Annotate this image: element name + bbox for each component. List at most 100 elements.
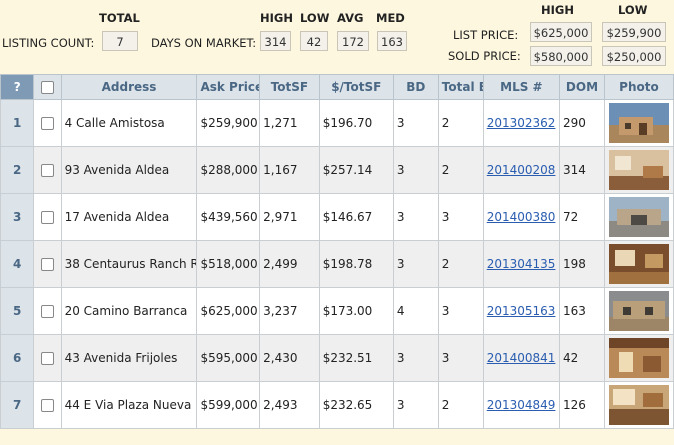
ask-price-cell: $625,000 (196, 287, 261, 335)
mls-link[interactable]: 201304135 (486, 257, 556, 271)
row-checkbox-cell[interactable] (33, 193, 62, 241)
row-checkbox-cell[interactable] (33, 240, 62, 288)
row-number: 7 (0, 381, 35, 429)
dom-column-header[interactable]: DOM (559, 74, 605, 100)
photo-cell[interactable] (603, 99, 674, 147)
mls-cell: 201400841 (482, 334, 561, 382)
price-per-sf-cell: $257.14 (318, 146, 394, 194)
photo-column-header[interactable]: Photo (603, 74, 674, 100)
row-checkbox-cell[interactable] (33, 99, 62, 147)
table-row: 6 43 Avenida Frijoles $595,000 2,430 $23… (0, 334, 674, 382)
property-photo[interactable] (608, 197, 669, 237)
photo-cell[interactable] (603, 287, 674, 335)
dom-med-header: MED (376, 11, 405, 25)
row-checkbox[interactable] (41, 117, 55, 130)
property-photo[interactable] (608, 291, 669, 331)
dom-cell: 126 (559, 381, 605, 429)
bedrooms-cell: 4 (392, 287, 439, 335)
help-column-header[interactable]: ? (0, 74, 35, 100)
row-checkbox-cell[interactable] (33, 146, 62, 194)
row-checkbox[interactable] (41, 305, 55, 318)
property-photo[interactable] (608, 385, 669, 425)
table-body: 1 4 Calle Amistosa $259,900 1,271 $196.7… (0, 99, 674, 429)
price-per-sf-cell: $196.70 (318, 99, 394, 147)
photo-cell[interactable] (603, 146, 674, 194)
row-checkbox[interactable] (41, 211, 55, 224)
total-baths-column-header[interactable]: Total B (437, 74, 484, 100)
row-number: 1 (0, 99, 35, 147)
address-cell: 43 Avenida Frijoles (60, 334, 198, 382)
row-number: 4 (0, 240, 35, 288)
sold-price-low: $250,000 (602, 46, 666, 66)
mls-link[interactable]: 201400841 (486, 351, 556, 365)
price-per-sf-cell: $232.51 (318, 334, 394, 382)
row-checkbox[interactable] (41, 399, 55, 412)
price-per-sf-cell: $146.67 (318, 193, 394, 241)
list-price-label: LIST PRICE: (453, 28, 519, 42)
list-price-low: $259,900 (602, 22, 666, 42)
dom-cell: 163 (559, 287, 605, 335)
price-per-sf-cell: $232.65 (318, 381, 394, 429)
dom-cell: 290 (559, 99, 605, 147)
mls-link[interactable]: 201400380 (486, 210, 556, 224)
bedrooms-cell: 3 (392, 240, 439, 288)
dom-cell: 198 (559, 240, 605, 288)
listing-count-label: LISTING COUNT: (2, 36, 95, 50)
row-number: 5 (0, 287, 35, 335)
table-row: 2 93 Avenida Aldea $288,000 1,167 $257.1… (0, 146, 674, 194)
baths-cell: 2 (437, 381, 484, 429)
select-all-column-header[interactable] (33, 74, 62, 100)
row-checkbox-cell[interactable] (33, 334, 62, 382)
property-photo[interactable] (608, 338, 669, 378)
row-checkbox[interactable] (41, 352, 55, 365)
baths-cell: 2 (437, 240, 484, 288)
totsf-column-header[interactable]: TotSF (259, 74, 320, 100)
ask-price-cell: $599,000 (196, 381, 261, 429)
address-column-header[interactable]: Address (60, 74, 198, 100)
address-cell: 38 Centaurus Ranch Road (60, 240, 198, 288)
property-photo[interactable] (608, 150, 669, 190)
address-cell: 4 Calle Amistosa (60, 99, 198, 147)
mls-link[interactable]: 201305163 (486, 304, 556, 318)
mls-cell: 201304135 (482, 240, 561, 288)
list-price-high: $625,000 (530, 22, 592, 42)
property-photo[interactable] (608, 244, 669, 284)
mls-cell: 201400208 (482, 146, 561, 194)
property-photo[interactable] (608, 103, 669, 143)
mls-cell: 201400380 (482, 193, 561, 241)
row-checkbox-cell[interactable] (33, 381, 62, 429)
row-checkbox[interactable] (41, 164, 55, 177)
mls-cell: 201302362 (482, 99, 561, 147)
address-cell: 93 Avenida Aldea (60, 146, 198, 194)
listings-table: ? Address Ask Price TotSF $/TotSF BD Tot… (0, 74, 674, 429)
ask-price-column-header[interactable]: Ask Price (196, 74, 261, 100)
ask-price-cell: $288,000 (196, 146, 261, 194)
mls-link[interactable]: 201304849 (486, 398, 556, 412)
select-all-checkbox[interactable] (41, 81, 55, 94)
row-checkbox-cell[interactable] (33, 287, 62, 335)
row-checkbox[interactable] (41, 258, 55, 271)
photo-cell[interactable] (603, 334, 674, 382)
dom-avg-value: 172 (337, 31, 369, 51)
table-header-row: ? Address Ask Price TotSF $/TotSF BD Tot… (0, 74, 674, 100)
mls-link[interactable]: 201302362 (486, 116, 556, 130)
price-per-sf-cell: $198.78 (318, 240, 394, 288)
table-row: 5 20 Camino Barranca $625,000 3,237 $173… (0, 287, 674, 335)
row-number: 3 (0, 193, 35, 241)
price-per-sf-column-header[interactable]: $/TotSF (318, 74, 394, 100)
mls-link[interactable]: 201400208 (486, 163, 556, 177)
ask-price-cell: $439,560 (196, 193, 261, 241)
sold-price-high: $580,000 (530, 46, 592, 66)
baths-cell: 2 (437, 146, 484, 194)
row-number: 2 (0, 146, 35, 194)
bedrooms-column-header[interactable]: BD (392, 74, 439, 100)
photo-cell[interactable] (603, 240, 674, 288)
address-cell: 44 E Via Plaza Nueva (60, 381, 198, 429)
photo-cell[interactable] (603, 381, 674, 429)
photo-cell[interactable] (603, 193, 674, 241)
mls-column-header[interactable]: MLS # (482, 74, 561, 100)
dom-high-header: HIGH (260, 11, 293, 25)
mls-cell: 201305163 (482, 287, 561, 335)
dom-cell: 42 (559, 334, 605, 382)
ask-price-cell: $259,900 (196, 99, 261, 147)
